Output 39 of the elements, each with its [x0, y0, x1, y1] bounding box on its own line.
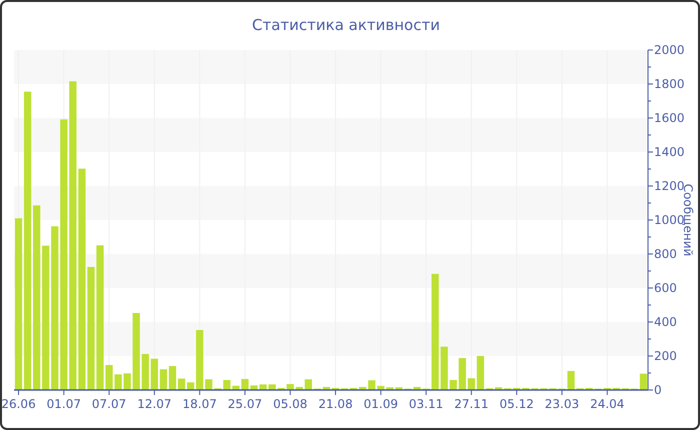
y-tick-label: 1400	[654, 145, 685, 159]
x-tick-label: 07.07	[92, 397, 126, 411]
x-tick-label: 05.08	[273, 397, 308, 411]
x-tick-label: 23.03	[544, 397, 580, 411]
x-tick-label: 27.11	[454, 397, 489, 411]
y-tick-label: 1800	[654, 77, 685, 91]
x-tick-label: 01.09	[364, 397, 398, 411]
bar	[14, 218, 22, 390]
bar	[105, 365, 113, 390]
bar	[468, 378, 476, 390]
bar	[168, 366, 176, 390]
bar	[178, 378, 186, 390]
y-tick-label: 400	[654, 315, 677, 329]
bar	[241, 378, 249, 390]
bar	[567, 370, 575, 390]
x-tick-label: 24.04	[590, 397, 624, 411]
y-tick-label: 600	[654, 281, 677, 295]
bar	[160, 369, 168, 390]
y-tick-label: 0	[654, 383, 662, 397]
bar	[476, 356, 484, 390]
x-tick-label: 05.12	[499, 397, 534, 411]
bar	[150, 358, 158, 390]
x-tick-label: 03.11	[408, 397, 444, 411]
y-tick-label: 2000	[654, 43, 685, 57]
x-tick-label: 21.08	[318, 397, 353, 411]
x-tick-label: 01.07	[46, 397, 81, 411]
y-tick-label: 1600	[654, 111, 685, 125]
bar	[87, 266, 95, 390]
x-tick-label: 18.07	[182, 397, 217, 411]
x-tick-label: 12.07	[137, 397, 172, 411]
y-tick-label: 200	[654, 349, 677, 363]
bar	[640, 374, 648, 390]
chart-title: Статистика активности	[252, 16, 440, 34]
bar	[78, 168, 86, 390]
x-tick-label: 26.06	[1, 397, 36, 411]
x-tick-label: 25.07	[228, 397, 262, 411]
bar	[96, 245, 104, 390]
y-tick-label: 800	[654, 247, 677, 261]
bar	[24, 92, 32, 390]
